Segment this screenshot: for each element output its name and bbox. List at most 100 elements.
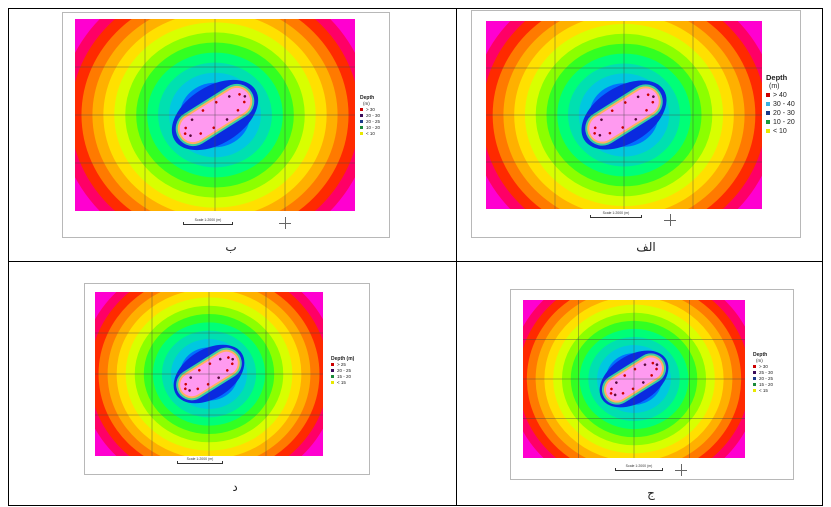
legend-unit: (m) — [756, 358, 763, 363]
scale-label: Scale 1:2000 (m) — [602, 211, 630, 215]
legend-label: < 15 — [337, 380, 346, 385]
legend-swatch — [360, 120, 363, 124]
depth-contour-map — [486, 21, 762, 209]
table-border-right — [822, 8, 823, 506]
depth-contour-map — [75, 19, 355, 211]
map-figure-b: Depth (m) > 30 20 - 30 20 - 25 10 - 20 < 10 Sc… — [62, 12, 390, 238]
scale-label: Scale 1:2000 (m) — [625, 464, 653, 468]
panel-caption-alef: الف — [636, 240, 656, 254]
scale-bar-line — [615, 468, 663, 471]
legend-item: < 15 — [331, 380, 354, 386]
scale-bar-line — [590, 215, 642, 218]
legend-item: 10 - 20 — [766, 118, 795, 127]
table-border-bottom — [8, 505, 823, 506]
legend-label: 10 - 20 — [773, 119, 795, 126]
north-arrow-icon — [675, 464, 687, 476]
legend-label: 25 - 30 — [759, 370, 774, 375]
legend-item: > 30 — [360, 107, 380, 113]
table-border-middle — [8, 261, 823, 262]
legend-label: > 30 — [759, 364, 768, 369]
map-figure-jim: Depth (m) > 30 25 - 30 20 - 25 15 - 20 < 15 Sc… — [510, 289, 794, 480]
legend-item: < 10 — [766, 127, 795, 136]
legend-item: 15 - 20 — [753, 382, 773, 388]
legend-swatch — [331, 363, 334, 367]
legend-label: > 25 — [337, 362, 346, 367]
legend-swatch — [331, 381, 334, 385]
legend-item: 25 - 30 — [753, 370, 773, 376]
legend-label: > 40 — [773, 92, 787, 99]
legend-label: 20 - 25 — [337, 368, 352, 373]
legend-label: 20 - 25 — [759, 376, 774, 381]
panel-caption-jim: ج — [647, 486, 655, 500]
contour-graphic — [75, 19, 355, 211]
legend-unit: (m) — [769, 83, 780, 90]
legend-label: > 30 — [366, 107, 375, 112]
legend-label: 20 - 30 — [773, 110, 795, 117]
legend-swatch — [331, 369, 334, 373]
legend-item: < 10 — [360, 131, 380, 137]
legend-swatch — [766, 93, 770, 98]
legend-item: 30 - 40 — [766, 100, 795, 109]
depth-legend: Depth (m) > 30 25 - 30 20 - 25 15 - 20 < 15 — [753, 352, 773, 394]
legend-item: > 25 — [331, 362, 354, 368]
depth-contour-map — [523, 300, 745, 458]
legend-item: < 15 — [753, 388, 773, 394]
legend-label: 20 - 25 — [366, 119, 381, 124]
depth-legend: Depth (m) > 25 20 - 25 15 - 20 < 15 — [331, 356, 354, 386]
legend-item: 15 - 20 — [331, 374, 354, 380]
legend-title: Depth — [766, 73, 788, 82]
legend-swatch — [360, 126, 363, 130]
table-border-top — [8, 8, 823, 9]
legend-swatch — [753, 365, 756, 369]
north-arrow-icon — [279, 217, 291, 229]
legend-label: 10 - 20 — [366, 125, 381, 130]
table-border-left — [8, 8, 9, 506]
panel-caption-dal: د — [232, 480, 238, 494]
scale-label: Scale 1:2000 (m) — [194, 218, 222, 222]
north-arrow-icon — [664, 214, 676, 226]
legend-label: 15 - 20 — [337, 374, 352, 379]
map-scale-bar: Scale 1:2000 (m) — [590, 211, 642, 218]
legend-label: 15 - 20 — [759, 382, 774, 387]
legend-item: > 30 — [753, 364, 773, 370]
legend-item: 20 - 30 — [766, 109, 795, 118]
legend-swatch — [753, 377, 756, 381]
depth-contour-map — [95, 292, 323, 456]
scale-label: Scale 1:2000 (m) — [186, 457, 214, 461]
legend-item: 20 - 25 — [360, 119, 380, 125]
depth-legend: Depth (m) > 40 30 - 40 20 - 30 10 - 20 < 10 — [766, 73, 795, 136]
legend-swatch — [360, 132, 363, 136]
scale-bar-line — [183, 222, 233, 225]
scale-bar-line — [177, 461, 223, 464]
legend-swatch — [360, 108, 363, 112]
contour-graphic — [523, 300, 745, 458]
contour-graphic — [95, 292, 323, 456]
legend-item: > 40 — [766, 91, 795, 100]
table-border-center — [456, 8, 457, 506]
legend-swatch — [766, 120, 770, 125]
map-scale-bar: Scale 1:2000 (m) — [615, 464, 663, 471]
depth-legend: Depth (m) > 30 20 - 30 20 - 25 10 - 20 < 10 — [360, 95, 380, 137]
map-scale-bar: Scale 1:2000 (m) — [183, 218, 233, 225]
legend-title: Depth — [753, 352, 768, 358]
legend-item: 20 - 30 — [360, 113, 380, 119]
legend-item: 20 - 25 — [331, 368, 354, 374]
legend-label: < 15 — [759, 388, 768, 393]
legend-swatch — [360, 114, 363, 118]
legend-swatch — [331, 375, 334, 379]
legend-item: 10 - 20 — [360, 125, 380, 131]
legend-title: Depth (m) — [331, 356, 355, 362]
legend-label: 30 - 40 — [773, 101, 795, 108]
legend-swatch — [766, 129, 770, 134]
map-scale-bar: Scale 1:2000 (m) — [177, 457, 223, 464]
map-figure-alef: Depth (m) > 40 30 - 40 20 - 30 10 - 20 < 10 Sc… — [471, 10, 801, 238]
legend-swatch — [753, 371, 756, 375]
legend-label: 20 - 30 — [366, 113, 381, 118]
panel-caption-b: ب — [225, 240, 237, 254]
legend-label: < 10 — [366, 131, 375, 136]
legend-item: 20 - 25 — [753, 376, 773, 382]
legend-swatch — [753, 389, 756, 393]
legend-title: Depth — [360, 95, 375, 101]
legend-swatch — [766, 102, 770, 107]
map-figure-dal: Depth (m) > 25 20 - 25 15 - 20 < 15 Scale 1:… — [84, 283, 370, 475]
